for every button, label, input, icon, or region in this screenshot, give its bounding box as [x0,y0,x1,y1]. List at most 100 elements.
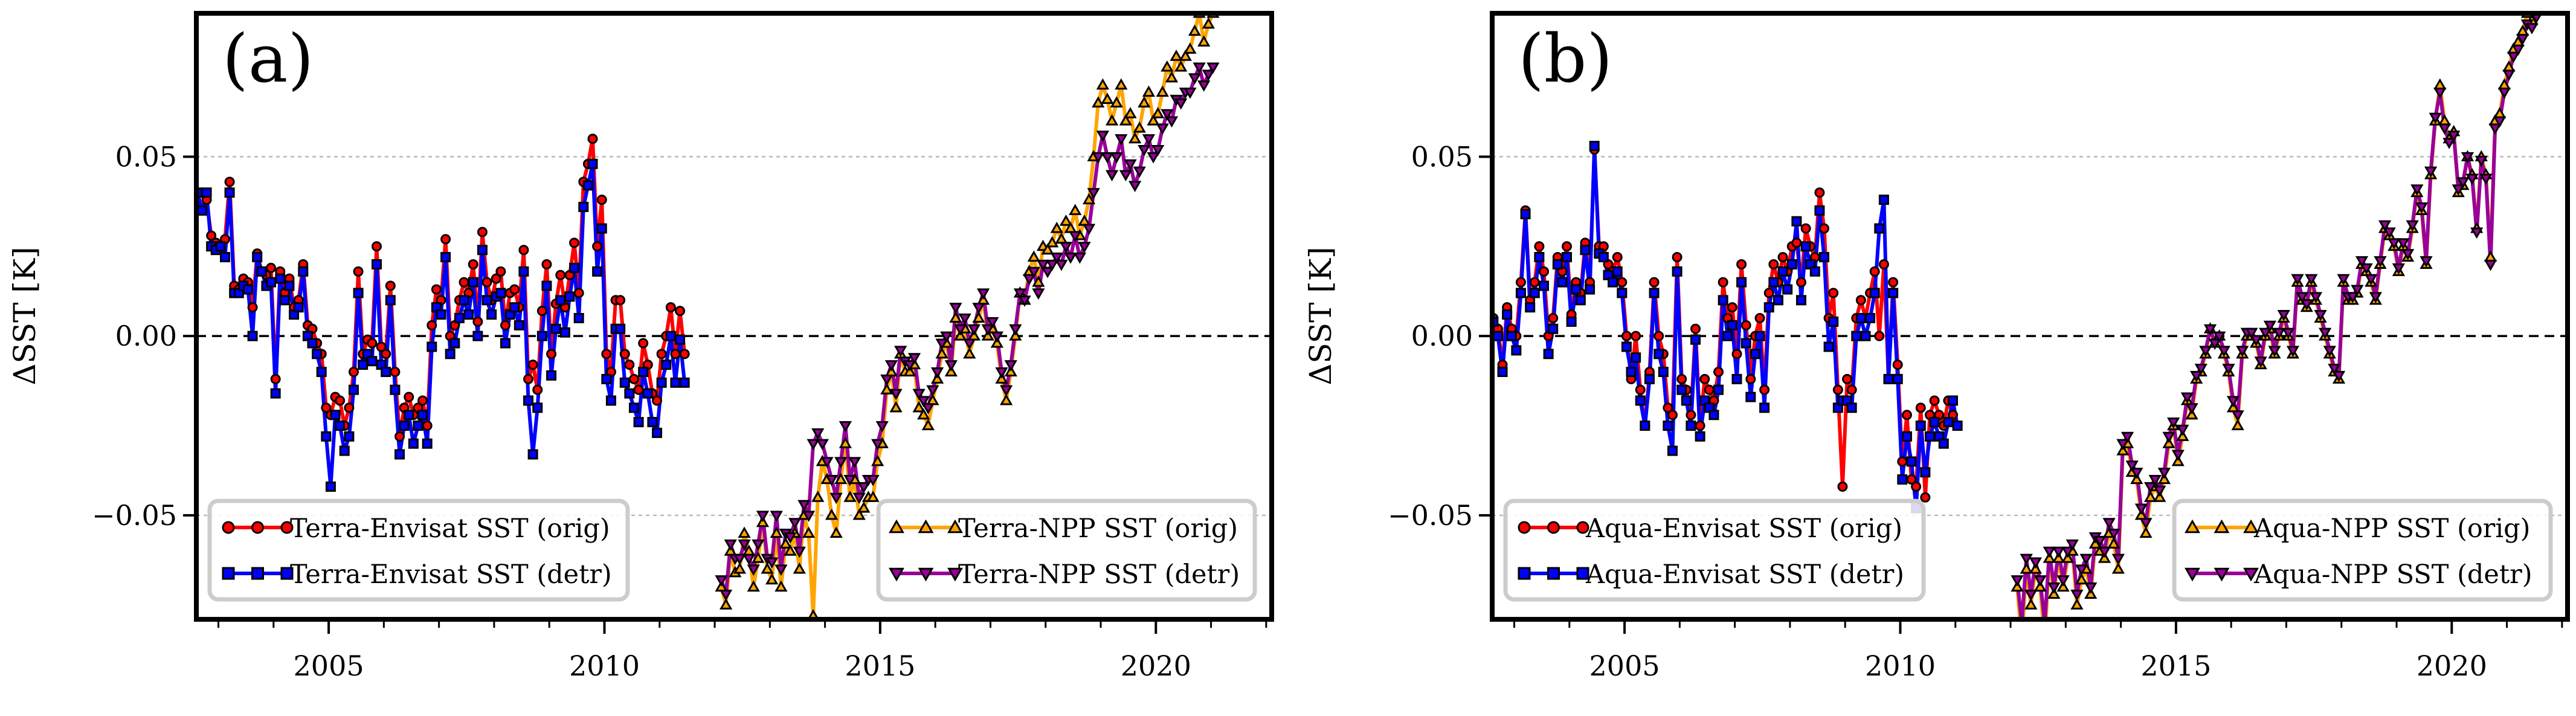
data-point [770,526,783,538]
data-point [829,526,843,538]
data-point [1768,259,1779,269]
data-point [472,316,483,327]
data-point [601,373,612,384]
data-point [1534,252,1545,263]
y-axis-label: ΔSST [K] [7,247,42,385]
data-point [2259,327,2272,340]
data-point [1663,402,1673,413]
data-point [1078,242,1091,253]
legend-left: Aqua-Envisat SST (orig) Aqua-Envisat SST… [1503,498,1926,602]
data-point [2305,274,2318,286]
data-point [404,410,414,421]
data-point [427,341,437,352]
data-point [1492,331,1503,341]
data-point [463,309,474,320]
data-point [1027,250,1040,262]
data-point [417,410,428,421]
data-point [724,539,737,551]
data-point [1786,259,1797,269]
data-point [1888,277,1899,288]
data-point [459,295,469,306]
data-point [500,338,510,349]
data-point [358,360,369,370]
data-point [536,306,547,317]
data-point [1740,338,1751,349]
data-point [325,481,336,492]
data-point [963,347,976,359]
data-point [2332,370,2346,382]
data-point [848,457,861,468]
data-point [935,338,948,350]
data-point [1552,259,1563,269]
data-point [1897,456,1908,467]
data-point [2493,116,2507,128]
data-point [1585,284,1596,295]
data-point [1202,69,1215,81]
data-point [912,389,926,401]
data-point [884,360,898,372]
data-point [2024,598,2038,610]
data-point [679,377,690,388]
y-tick-label: −0.05 [92,499,177,532]
data-point [321,402,332,413]
legend-label: Terra-Envisat SST (orig) [290,514,610,544]
data-point [2061,546,2075,558]
data-point [1929,395,1940,406]
data-point [1754,312,1765,323]
data-point [1571,284,1582,295]
data-point [1041,243,1054,255]
legend-marker [947,567,963,582]
legend-marker [918,519,934,534]
data-point [2066,539,2079,551]
data-point [1188,73,1202,85]
data-point [532,402,543,413]
legend-left: Terra-Envisat SST (orig) Terra-Envisat S… [207,498,630,602]
data-point [747,580,760,592]
data-point [784,544,797,556]
data-point [761,562,774,574]
data-point [431,284,442,295]
data-point [793,546,806,558]
data-point [2033,575,2047,587]
data-point [1023,274,1036,286]
data-point [733,562,747,574]
legend-sample-detr [1518,567,1589,580]
data-point [2374,256,2387,268]
legend-marker [1547,567,1560,580]
data-point [1649,277,1660,288]
data-point [2011,575,2024,587]
data-point [1165,116,1179,128]
data-point [1548,312,1559,323]
data-point [1617,277,1628,288]
y-tick-label: −0.05 [1388,499,1473,532]
data-point [316,366,327,377]
data-point [1580,245,1591,256]
data-point [1791,216,1802,227]
data-point [1631,352,1641,363]
data-point [1635,384,1646,395]
data-point [518,266,529,277]
data-point [774,580,788,592]
data-point [2249,335,2263,347]
data-point [2365,274,2378,286]
data-point [670,377,681,388]
data-point [1759,384,1770,395]
data-point [592,241,603,252]
data-point [2143,491,2157,502]
data-point [1763,302,1774,313]
data-point [2056,575,2070,587]
data-point [903,360,916,372]
data-point [335,421,346,431]
legend-marker [2185,567,2200,582]
data-point [1626,366,1637,377]
data-point [196,205,207,216]
panel-a: 2005 2010 2015 2020 −0.05 0.00 0.05 (a) ΔSST [… [7,11,1274,682]
data-point [656,349,667,360]
data-point [206,230,217,241]
data-point [866,491,880,502]
data-point [675,334,686,345]
data-point [1092,96,1105,108]
data-point [459,277,469,288]
data-point [2190,370,2203,382]
data-point [1621,331,1632,341]
